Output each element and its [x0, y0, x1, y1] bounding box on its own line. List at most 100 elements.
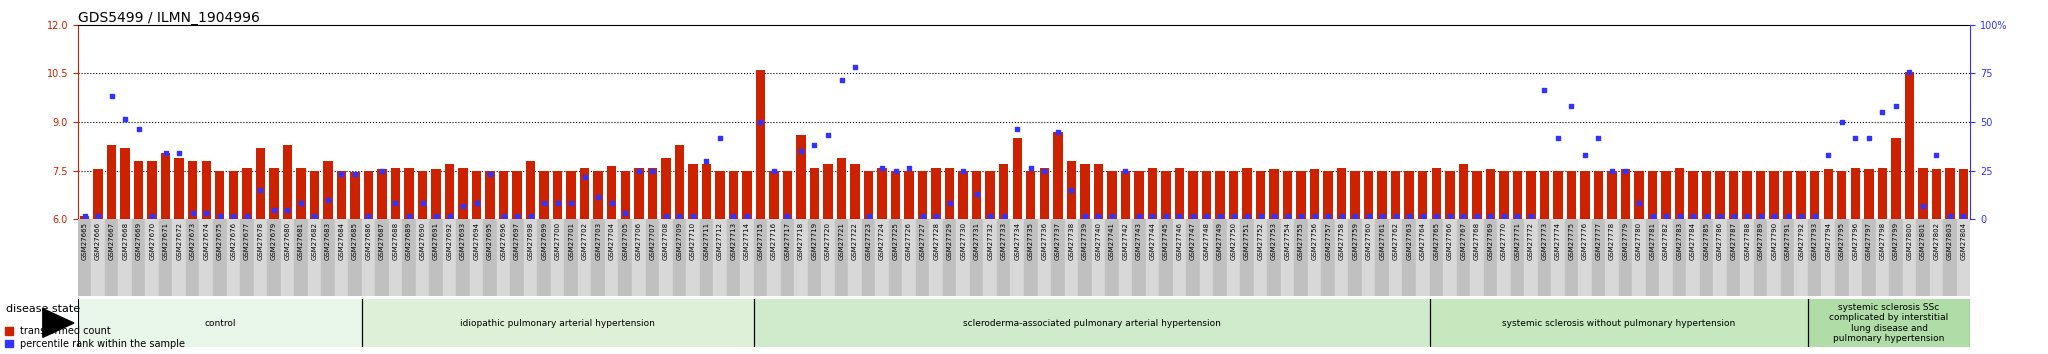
Bar: [256, 148, 264, 219]
Bar: [1159, 219, 1174, 296]
Point: [825, 77, 858, 83]
Text: GDS5499 / ILMN_1904996: GDS5499 / ILMN_1904996: [78, 11, 260, 25]
Point: [1272, 213, 1305, 219]
Point: [500, 213, 532, 219]
Bar: [162, 153, 170, 219]
Text: GSM27709: GSM27709: [676, 222, 682, 260]
Bar: [1118, 219, 1133, 296]
Bar: [295, 219, 307, 296]
Bar: [1391, 171, 1401, 219]
Point: [1731, 213, 1763, 219]
Text: GSM27756: GSM27756: [1311, 222, 1317, 260]
Text: GSM27791: GSM27791: [1784, 222, 1790, 260]
Text: GSM27727: GSM27727: [920, 222, 926, 260]
Point: [406, 200, 438, 206]
Bar: [971, 219, 983, 296]
Text: GSM27666: GSM27666: [94, 222, 100, 260]
Bar: [1903, 219, 1917, 296]
Bar: [1161, 171, 1171, 219]
Bar: [1823, 169, 1833, 219]
Bar: [1243, 167, 1251, 219]
Point: [393, 213, 426, 219]
Text: GSM27694: GSM27694: [473, 222, 479, 260]
Text: GSM27785: GSM27785: [1704, 222, 1710, 260]
Text: GSM27705: GSM27705: [623, 222, 629, 260]
Bar: [1714, 219, 1726, 296]
Text: GSM27716: GSM27716: [770, 222, 776, 260]
Bar: [1077, 219, 1092, 296]
Point: [270, 207, 303, 212]
Point: [1610, 168, 1642, 173]
Bar: [1782, 219, 1794, 296]
Point: [338, 171, 371, 177]
Point: [190, 210, 223, 216]
Text: GSM27707: GSM27707: [649, 222, 655, 260]
Bar: [1593, 171, 1604, 219]
Bar: [647, 167, 657, 219]
Bar: [1067, 161, 1075, 219]
Bar: [662, 158, 670, 219]
Bar: [1012, 138, 1022, 219]
Point: [1284, 213, 1317, 219]
Bar: [727, 219, 739, 296]
Text: disease state: disease state: [6, 304, 80, 314]
Bar: [754, 299, 1430, 347]
Text: GSM27780: GSM27780: [1636, 222, 1642, 260]
Bar: [1931, 169, 1942, 219]
Bar: [635, 167, 643, 219]
Point: [1446, 213, 1479, 219]
Bar: [1794, 219, 1808, 296]
Point: [1757, 213, 1790, 219]
Text: GSM27730: GSM27730: [961, 222, 967, 260]
Text: GSM27788: GSM27788: [1745, 222, 1751, 260]
Bar: [1200, 219, 1212, 296]
Bar: [1851, 167, 1860, 219]
Point: [1839, 136, 1872, 141]
Bar: [553, 171, 563, 219]
Bar: [92, 219, 104, 296]
Text: GSM27778: GSM27778: [1610, 222, 1616, 260]
Text: GSM27697: GSM27697: [514, 222, 520, 260]
Text: GSM27794: GSM27794: [1825, 222, 1831, 260]
Bar: [1810, 171, 1819, 219]
Text: GSM27752: GSM27752: [1257, 222, 1264, 259]
Point: [934, 200, 967, 206]
Text: GSM27668: GSM27668: [123, 222, 129, 260]
Point: [1378, 213, 1411, 219]
Bar: [1446, 171, 1454, 219]
Bar: [1483, 219, 1497, 296]
Bar: [905, 171, 913, 219]
Point: [352, 213, 385, 219]
Bar: [567, 171, 575, 219]
Bar: [401, 219, 416, 296]
Text: GSM27784: GSM27784: [1690, 222, 1696, 260]
Point: [1542, 136, 1575, 141]
Bar: [782, 171, 793, 219]
Point: [244, 187, 276, 193]
Bar: [1079, 164, 1090, 219]
Bar: [823, 164, 834, 219]
Bar: [1567, 171, 1577, 219]
Text: GSM27695: GSM27695: [487, 222, 494, 260]
Bar: [201, 161, 211, 219]
Bar: [215, 171, 225, 219]
Bar: [1135, 171, 1143, 219]
Bar: [918, 171, 928, 219]
Text: GSM27673: GSM27673: [190, 222, 197, 260]
Bar: [768, 219, 780, 296]
Bar: [483, 219, 498, 296]
Text: GSM27743: GSM27743: [1137, 222, 1143, 260]
Text: GSM27763: GSM27763: [1407, 222, 1413, 260]
Bar: [172, 219, 186, 296]
Bar: [160, 219, 172, 296]
Bar: [418, 171, 428, 219]
Bar: [362, 299, 754, 347]
Bar: [268, 167, 279, 219]
Point: [1513, 213, 1548, 219]
Bar: [1010, 219, 1024, 296]
Text: GSM27769: GSM27769: [1487, 222, 1493, 260]
Bar: [1241, 219, 1253, 296]
Bar: [1202, 171, 1210, 219]
Bar: [795, 219, 807, 296]
Point: [176, 210, 209, 216]
